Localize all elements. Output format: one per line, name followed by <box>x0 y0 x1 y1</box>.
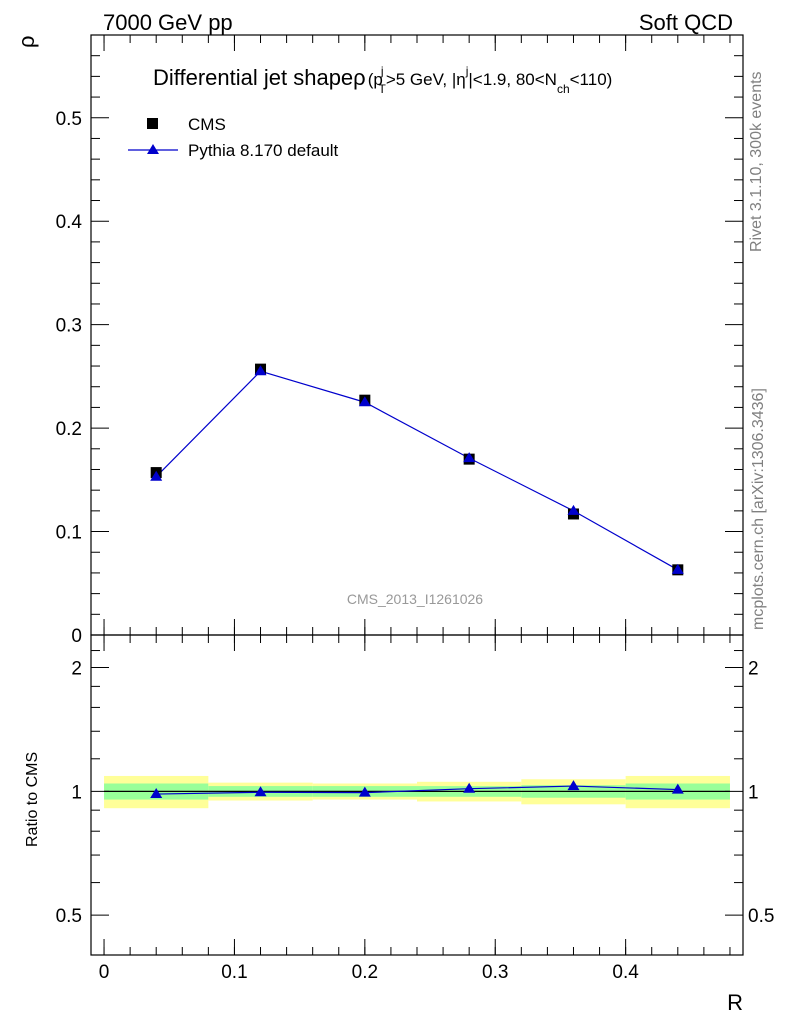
mc-point-marker <box>150 470 163 481</box>
plot-title-sub-mid1: >5 GeV, |η <box>386 70 466 89</box>
header-right-label: Soft QCD <box>639 10 733 35</box>
ratio-point-marker <box>463 782 476 793</box>
main-plot-panel: 0 0.1 0.2 0.3 0.4 0.5 Differential jet shapeρ… <box>56 34 744 955</box>
plot-title-main: Differential jet shapeρ <box>153 65 366 90</box>
ratio-point-marker <box>150 788 163 799</box>
mcplots-label: mcplots.cern.ch [arXiv:1306.3436] <box>750 388 767 630</box>
mc-point-marker <box>671 563 684 574</box>
x-tick-label: 0 <box>99 962 110 983</box>
mc-point-marker <box>358 396 371 407</box>
legend-data-label: CMS <box>188 115 226 134</box>
plot-title-sub-open: (p <box>368 70 383 89</box>
legend-mc-label: Pythia 8.170 default <box>188 141 339 160</box>
ratio-point-marker <box>358 786 371 797</box>
plot-title-sub-T: T <box>378 82 386 96</box>
ratio-y-tick-label-right: 0.5 <box>748 906 774 927</box>
legend: CMS Pythia 8.170 default <box>128 115 339 160</box>
rivet-version-label: Rivet 3.1.10, 300k events <box>748 71 765 252</box>
ratio-y-tick-label-right: 2 <box>748 659 759 680</box>
ratio-point-marker <box>671 783 684 794</box>
ratio-axis-ticks: 0.5 0.5 1 1 2 2 <box>56 650 774 927</box>
x-tick-label: 0.2 <box>352 962 378 983</box>
plot-title-sub-end: <110) <box>570 70 613 89</box>
y-tick-label: 0.5 <box>56 109 82 130</box>
x-tick-label: 0.1 <box>221 962 247 983</box>
mc-point-marker <box>463 452 476 463</box>
x-axis-tick-labels: 0 0.1 0.2 0.3 0.4 <box>99 962 640 983</box>
x-axis-label: R <box>727 990 743 1015</box>
legend-data-marker <box>147 118 158 129</box>
y-tick-label: 0.1 <box>56 523 82 544</box>
main-plot-markers <box>150 363 684 576</box>
mc-point-marker <box>254 365 267 376</box>
ratio-plot-panel: 0.5 0.5 1 1 2 2 Ratio to CMS <box>24 634 774 956</box>
ratio-y-tick-label: 2 <box>71 659 82 680</box>
plot-title-sub-ch: ch <box>557 82 570 96</box>
ratio-series-line <box>156 785 678 795</box>
plot-title-sub-mid2: |<1.9, 80<N <box>468 70 557 89</box>
plot-title-sub-j2: j <box>465 64 469 78</box>
y-tick-label: 0 <box>71 626 82 647</box>
y-axis-label: ρ <box>14 35 39 48</box>
ratio-plot-markers <box>150 780 684 799</box>
y-tick-label: 0.4 <box>56 212 83 233</box>
ratio-point-marker <box>567 780 580 791</box>
legend-mc-marker <box>147 144 159 154</box>
x-tick-label: 0.3 <box>482 962 508 983</box>
plot-title: Differential jet shapeρ (pj T>5 GeV, |ηj|<… <box>153 64 612 96</box>
ratio-y-axis-label: Ratio to CMS <box>24 752 41 847</box>
header-left-label: 7000 GeV pp <box>103 10 233 35</box>
ratio-point-marker <box>254 786 267 797</box>
y-tick-label: 0.3 <box>56 316 82 337</box>
x-tick-label: 0.4 <box>612 962 639 983</box>
y-tick-label: 0.2 <box>56 419 82 440</box>
ratio-y-tick-label-right: 1 <box>748 782 759 803</box>
main-axis-ticks: 0 0.1 0.2 0.3 0.4 0.5 <box>56 35 743 955</box>
mc-series-line <box>155 370 679 571</box>
ratio-plot-frame <box>90 634 744 956</box>
analysis-watermark: CMS_2013_I1261026 <box>347 591 483 607</box>
ratio-uncertainty-bands <box>104 775 730 809</box>
plot-title-sub-j1: j <box>380 64 384 78</box>
ratio-y-tick-label: 1 <box>71 782 82 803</box>
ratio-y-tick-label: 0.5 <box>56 906 82 927</box>
mc-point-marker <box>567 504 580 515</box>
